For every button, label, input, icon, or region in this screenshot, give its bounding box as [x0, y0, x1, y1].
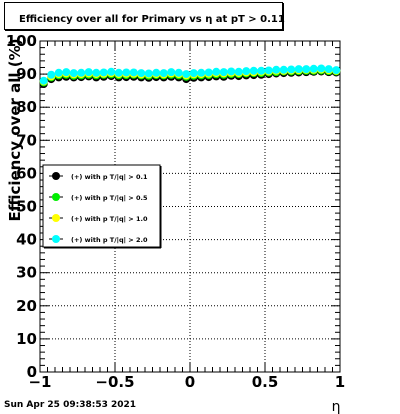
- data-point: [287, 65, 296, 74]
- data-point: [264, 66, 273, 75]
- legend-label: (+) with p T/|q| > 1.0: [71, 215, 148, 224]
- data-point: [332, 66, 341, 75]
- data-point: [279, 65, 288, 74]
- y-tick-label: 30: [16, 264, 37, 282]
- chart-title: Efficiency over all for Primary vs η at …: [19, 14, 285, 25]
- y-tick-label: 90: [16, 65, 37, 83]
- legend-marker: [52, 193, 60, 201]
- legend-box: [42, 164, 161, 248]
- chart-title-box: Efficiency over all for Primary vs η at …: [4, 2, 285, 30]
- data-point: [324, 65, 333, 74]
- legend-marker: [52, 235, 60, 243]
- x-tick-label: 1: [335, 373, 345, 391]
- data-point: [114, 68, 123, 77]
- data-point: [212, 67, 221, 76]
- y-axis-label: Efficiency over all (%): [6, 39, 24, 222]
- data-point: [249, 66, 258, 75]
- x-tick-label: 0: [185, 373, 195, 391]
- legend-marker: [52, 214, 60, 222]
- y-tick-label: 100: [6, 32, 37, 50]
- y-tick-label: 40: [16, 231, 37, 249]
- legend-label: (+) with p T/|q| > 0.5: [71, 194, 148, 203]
- data-point: [182, 70, 191, 79]
- y-tick-label: 80: [16, 98, 37, 116]
- data-point: [257, 66, 266, 75]
- x-tick-label: −0.5: [95, 373, 134, 391]
- x-axis-label: η: [332, 399, 341, 414]
- y-tick-label: 50: [16, 198, 37, 216]
- y-tick-label: 60: [16, 164, 37, 182]
- data-point: [272, 65, 281, 74]
- data-point: [122, 68, 131, 77]
- legend-marker: [52, 172, 60, 180]
- data-point: [62, 68, 71, 77]
- data-point: [39, 76, 48, 85]
- data-point: [47, 70, 56, 79]
- data-point: [219, 68, 228, 77]
- x-tick-label: −1: [28, 373, 51, 391]
- data-point: [77, 68, 86, 77]
- data-point: [92, 68, 101, 77]
- data-point: [129, 68, 138, 77]
- data-point: [234, 67, 243, 76]
- data-point: [227, 67, 236, 76]
- data-point: [189, 69, 198, 78]
- data-point: [84, 68, 93, 77]
- y-tick-label: 70: [16, 131, 37, 149]
- timestamp-footer: Sun Apr 25 09:38:53 2021: [4, 400, 137, 410]
- x-tick-label: 0.5: [252, 373, 279, 391]
- y-tick-label: 10: [16, 330, 37, 348]
- data-point: [159, 69, 168, 78]
- data-point: [152, 68, 161, 77]
- data-point: [144, 69, 153, 78]
- data-point: [302, 65, 311, 74]
- data-point: [69, 69, 78, 78]
- data-point: [242, 67, 251, 76]
- legend-label: (+) with p T/|q| > 2.0: [71, 236, 148, 245]
- y-tick-label: 0: [27, 363, 37, 381]
- legend-label: (+) with p T/|q| > 0.1: [71, 173, 148, 182]
- data-point: [167, 68, 176, 77]
- data-point: [309, 64, 318, 73]
- data-point: [54, 68, 63, 77]
- data-point: [197, 68, 206, 77]
- data-point: [137, 69, 146, 78]
- data-point: [107, 67, 116, 76]
- data-point: [317, 64, 326, 73]
- data-point: [294, 65, 303, 74]
- data-point: [204, 68, 213, 77]
- y-tick-label: 20: [16, 297, 37, 315]
- data-point: [99, 68, 108, 77]
- data-point: [174, 68, 183, 77]
